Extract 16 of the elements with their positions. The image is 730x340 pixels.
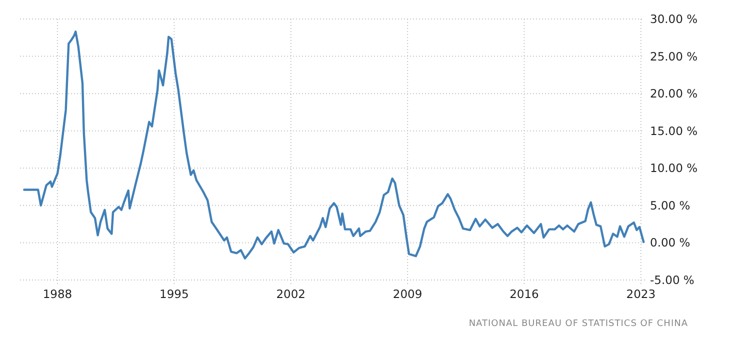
y-tick-label: 30.00 % bbox=[650, 12, 698, 26]
text: NATIONAL BUREAU OF STATISTICS OF CHINA bbox=[468, 319, 688, 329]
x-tick-label: 1995 bbox=[160, 287, 189, 301]
x-tick-label: 2009 bbox=[392, 287, 422, 301]
y-tick-label: 20.00 % bbox=[650, 86, 698, 101]
x-tick-label: 2023 bbox=[626, 287, 656, 301]
y-tick-label: 15.00 % bbox=[650, 124, 698, 138]
y-tick-label: 25.00 % bbox=[650, 49, 698, 64]
x-tick-label: 2016 bbox=[510, 287, 539, 301]
line-series bbox=[23, 30, 645, 260]
y-tick-label: 0.00 % bbox=[650, 236, 690, 250]
y-tick-label: -5.00 % bbox=[650, 273, 694, 288]
y-tick-label: 10.00 % bbox=[650, 161, 698, 176]
x-tick-label: 2002 bbox=[276, 287, 306, 301]
y-tick-label: 5.00 % bbox=[650, 198, 690, 212]
x-tick-label: 1988 bbox=[42, 287, 72, 301]
